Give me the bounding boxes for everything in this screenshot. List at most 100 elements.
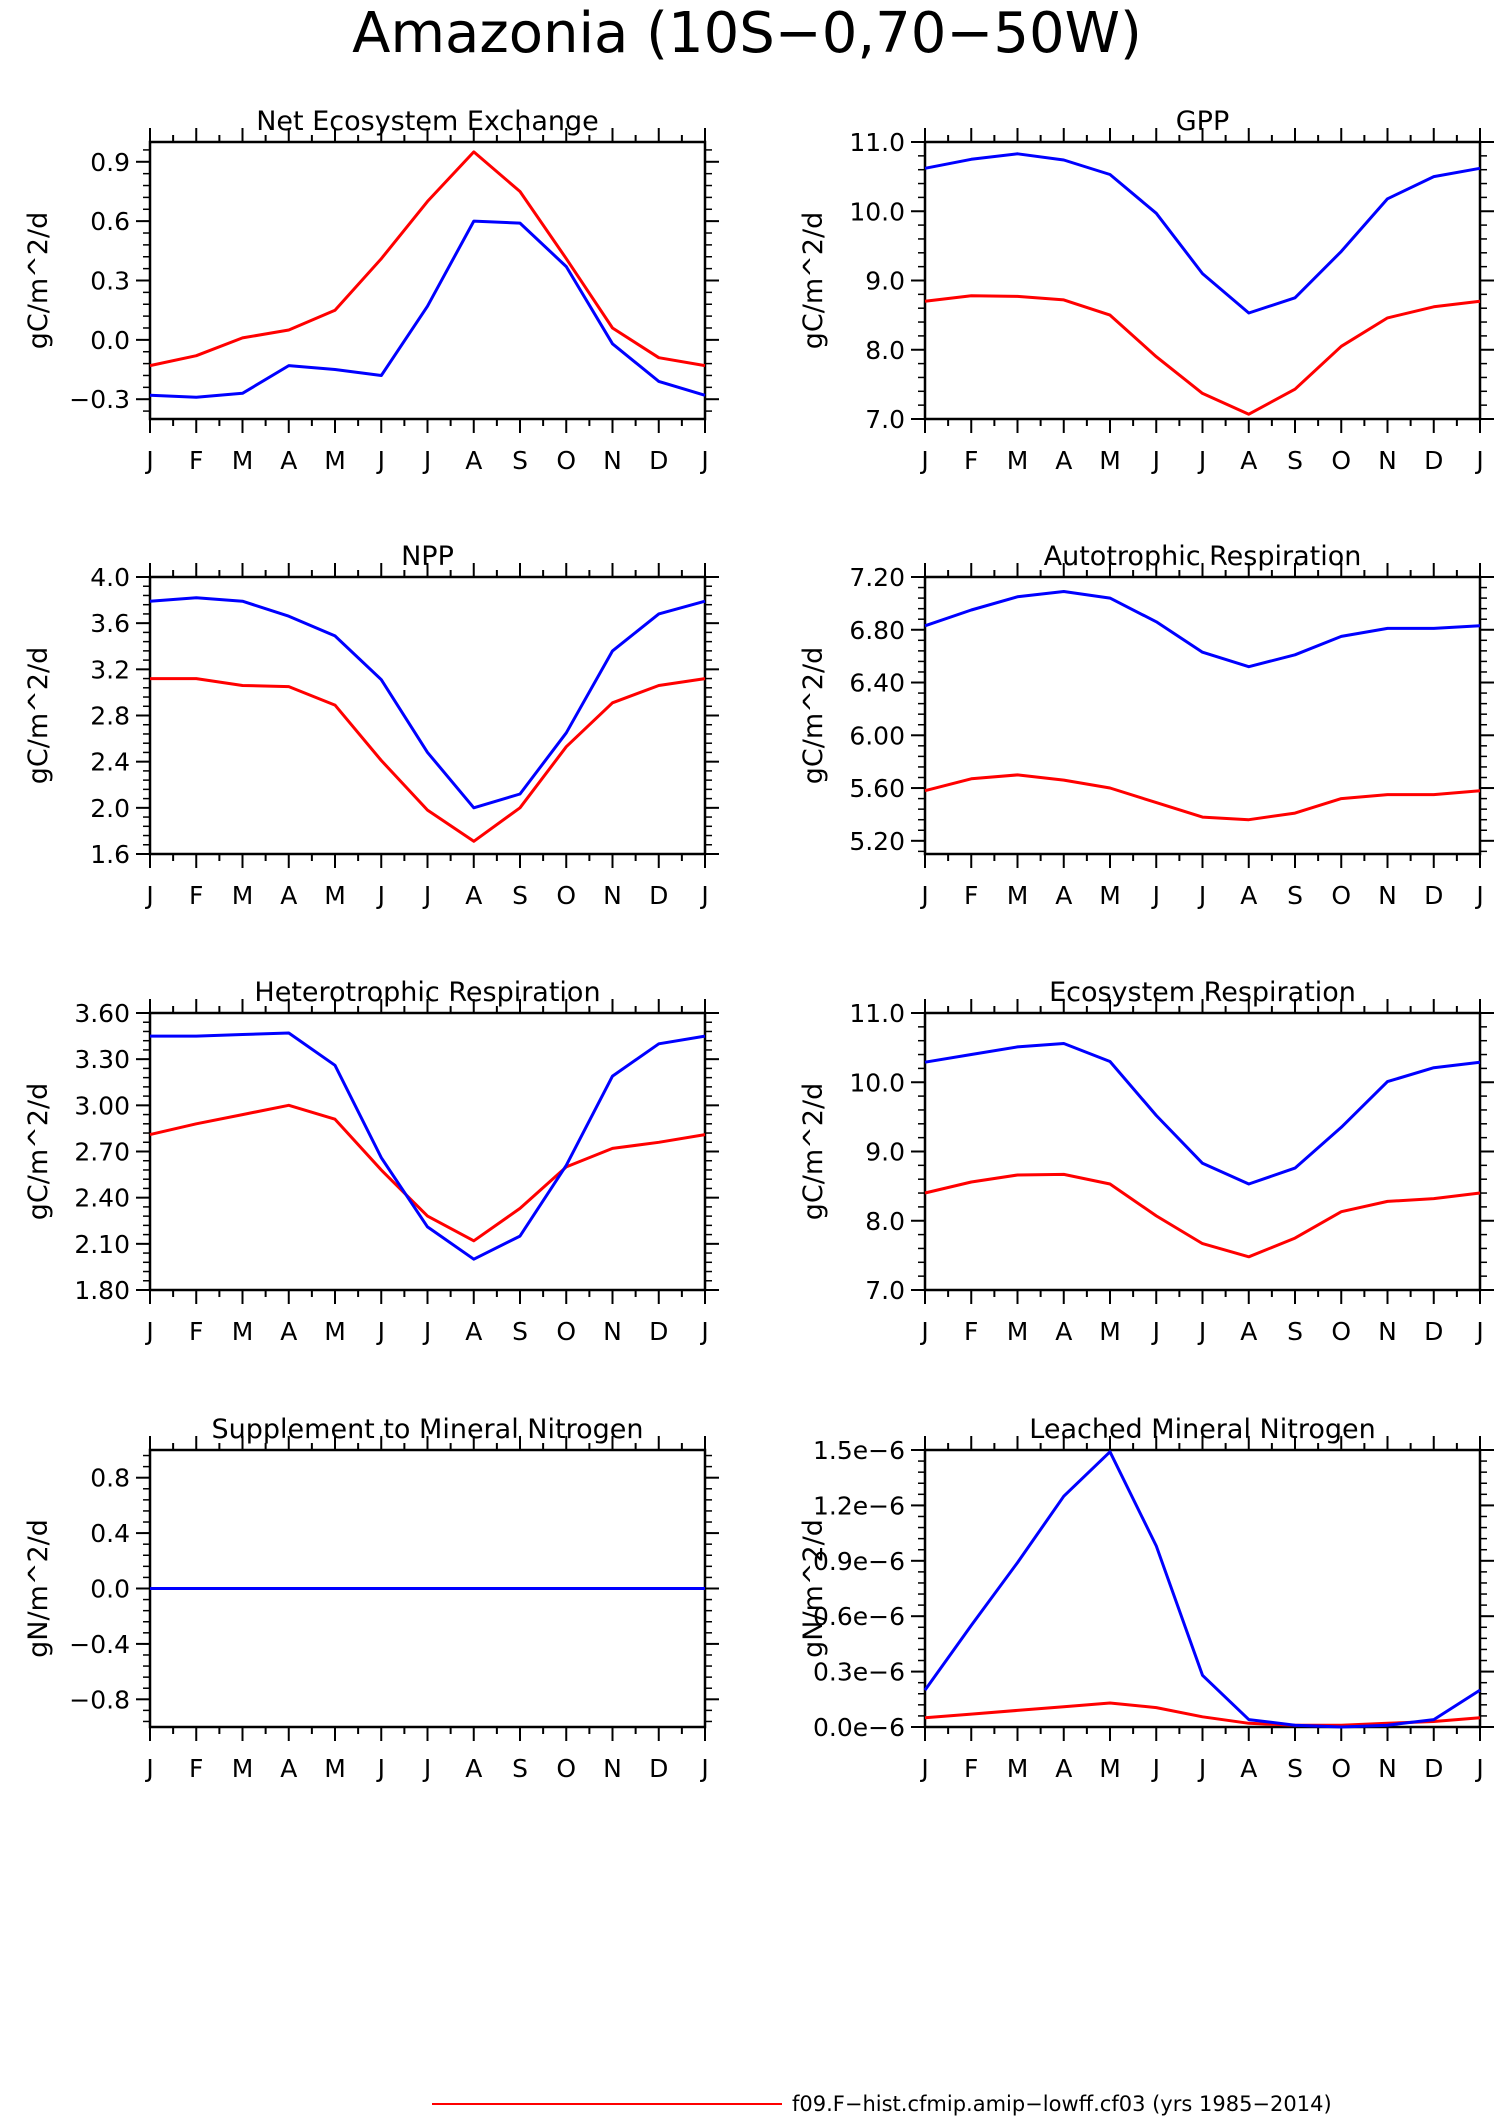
y-tick-label: 2.10 [74,1230,130,1259]
y-tick-label: 0.8 [90,1464,130,1493]
x-tick-label: J [699,881,708,910]
y-tick-label: 3.60 [74,999,130,1028]
x-tick-label: A [1240,446,1257,475]
x-tick-label: J [1151,1317,1160,1346]
x-tick-label: J [1197,446,1206,475]
y-tick-label: 7.0 [865,1276,905,1305]
x-tick-label: J [422,1754,431,1783]
series-line-1 [150,1031,706,1261]
x-tick-label: O [1331,881,1351,910]
y-tick-label: 10.0 [849,197,905,226]
y-tick-label: 3.2 [90,655,130,684]
x-tick-label: J [376,1317,385,1346]
x-tick-label: J [1474,446,1483,475]
x-tick-label: M [1007,881,1029,910]
x-tick-label: J [422,446,431,475]
y-tick-label: 2.4 [90,748,130,777]
y-axis-label: gN/m^2/d [23,1519,54,1658]
y-tick-label: 4.0 [90,563,130,592]
x-tick-label: A [1240,1317,1257,1346]
y-tick-label: 8.0 [865,1207,905,1236]
x-tick-label: J [919,446,928,475]
y-axis-label: gC/m^2/d [23,212,54,349]
x-tick-label: N [1378,1317,1397,1346]
x-tick-label: J [1197,881,1206,910]
y-tick-label: 1.6 [90,840,130,869]
y-tick-label: 2.8 [90,702,130,731]
x-tick-label: J [1197,1317,1206,1346]
x-tick-label: F [189,881,203,910]
y-tick-label: 11.0 [849,128,905,157]
series-line-1 [924,152,1481,315]
x-tick-label: A [1055,1317,1072,1346]
x-tick-label: A [465,446,482,475]
x-tick-label: F [189,1754,203,1783]
series-line-0 [149,1103,706,1243]
x-tick-label: O [1331,1317,1351,1346]
y-tick-label: 10.0 [849,1068,905,1097]
x-tick-label: M [232,1754,254,1783]
x-tick-label: M [324,1754,346,1783]
x-tick-label: A [280,446,297,475]
x-tick-label: S [1287,1317,1303,1346]
y-tick-label: 0.9 [90,148,130,177]
y-tick-label: 2.0 [90,794,130,823]
x-tick-label: J [1474,881,1483,910]
y-tick-label: 0.9e−6 [813,1547,905,1576]
x-tick-label: A [465,881,482,910]
series-line-1 [924,1042,1481,1186]
x-tick-label: A [465,1754,482,1783]
y-tick-label: 1.80 [74,1276,130,1305]
x-tick-label: A [1240,881,1257,910]
x-tick-label: M [324,446,346,475]
x-tick-label: S [512,881,528,910]
x-tick-label: D [1424,1754,1443,1783]
x-tick-label: O [1331,1754,1351,1783]
x-tick-label: D [1424,446,1443,475]
y-tick-label: 7.20 [849,563,905,592]
y-tick-label: 6.00 [849,721,905,750]
x-tick-label: A [1055,1754,1072,1783]
x-tick-label: J [376,446,385,475]
series-line-0 [924,294,1481,416]
x-tick-label: A [1055,881,1072,910]
y-axis-label: gC/m^2/d [23,647,54,784]
series-line-1 [149,596,706,810]
x-tick-label: N [603,446,622,475]
series-line-0 [149,150,706,368]
x-tick-label: F [189,1317,203,1346]
y-tick-label: 0.6 [90,207,130,236]
x-tick-label: S [512,1317,528,1346]
x-tick-label: J [1474,1754,1483,1783]
x-tick-label: O [1331,446,1351,475]
y-axis-label: gC/m^2/d [798,1083,829,1220]
y-axis-label: gC/m^2/d [798,647,829,784]
y-tick-label: 7.0 [865,405,905,434]
x-tick-label: A [465,1317,482,1346]
y-tick-label: 0.0 [90,326,130,355]
x-tick-label: J [699,1754,708,1783]
x-tick-label: D [649,1754,668,1783]
y-tick-label: 0.4 [90,1519,130,1548]
y-axis-label: gN/m^2/d [798,1519,829,1658]
x-tick-label: J [699,1317,708,1346]
series-line-1 [149,219,706,399]
x-tick-label: J [919,1754,928,1783]
x-tick-label: J [376,1754,385,1783]
series-line-0 [924,1701,1481,1727]
x-tick-label: F [964,446,978,475]
x-tick-label: S [1287,446,1303,475]
x-tick-label: O [556,446,576,475]
x-tick-label: D [649,881,668,910]
y-tick-label: 9.0 [865,267,905,296]
y-tick-label: 1.5e−6 [813,1436,905,1465]
x-tick-label: D [1424,881,1443,910]
y-tick-label: 3.00 [74,1091,130,1120]
y-tick-label: 3.30 [74,1045,130,1074]
